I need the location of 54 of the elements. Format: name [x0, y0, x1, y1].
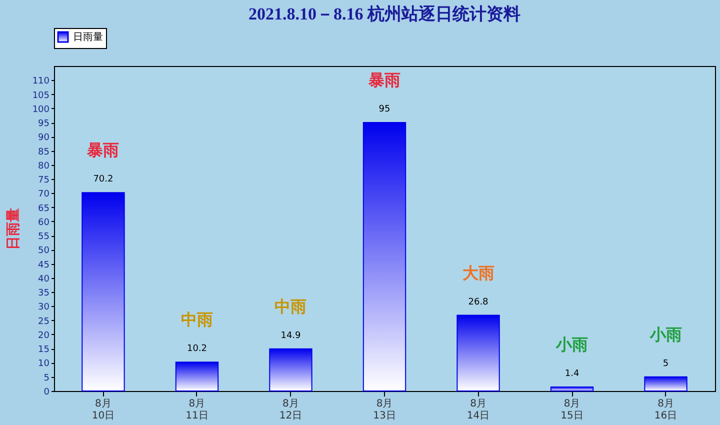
- y-tick-label: 55: [38, 232, 50, 242]
- x-tick-label: 8月 13日: [373, 398, 396, 422]
- y-tick-label: 90: [38, 133, 50, 144]
- data-label: 70.2: [93, 174, 114, 185]
- y-tick-label: 45: [38, 260, 50, 270]
- bar: [550, 386, 594, 392]
- annotation: 中雨: [180, 310, 213, 330]
- legend-label: 日雨量: [73, 32, 103, 43]
- bar: [82, 192, 125, 392]
- y-tick-label: 95: [38, 119, 50, 130]
- y-tick-label: 35: [38, 288, 50, 299]
- annotation: 暴雨: [86, 140, 120, 160]
- bar: [269, 348, 312, 392]
- bar: [644, 376, 688, 392]
- y-tick-label: 20: [38, 330, 50, 341]
- y-tick-label: 10: [38, 359, 50, 370]
- y-tick-label: 85: [38, 147, 50, 158]
- y-tick-label: 40: [38, 274, 50, 284]
- y-tick-label: 105: [32, 90, 50, 101]
- y-tick-label: 65: [38, 204, 50, 214]
- annotation: 暴雨: [368, 70, 400, 90]
- annotation: 小雨: [555, 335, 588, 354]
- data-label: 1.4: [564, 369, 580, 380]
- y-axis-title: 日雨量: [5, 208, 22, 250]
- y-tick-label: 60: [38, 218, 50, 228]
- x-tick-label: 8月 15日: [560, 398, 584, 422]
- y-tick-label: 75: [38, 176, 50, 186]
- data-label: 14.9: [280, 330, 302, 341]
- bar: [456, 314, 500, 392]
- y-tick-label: 30: [38, 302, 50, 313]
- data-label: 10.2: [186, 344, 208, 354]
- y-tick-label: 25: [38, 316, 50, 327]
- annotation: 中雨: [274, 296, 307, 316]
- y-tick-label: 100: [32, 104, 50, 115]
- y-tick-label: 5: [44, 373, 50, 384]
- bar: [175, 362, 219, 392]
- x-tick-label: 8月 14日: [466, 398, 490, 422]
- y-tick-label: 70: [38, 190, 50, 200]
- x-tick-label: 8月 11日: [186, 398, 208, 422]
- y-tick-label: 15: [38, 345, 50, 356]
- x-tick-label: 8月 12日: [279, 398, 302, 422]
- data-label: 5: [662, 358, 669, 369]
- chart-title: 2021.8.10－8.16 杭州站逐日统计资料: [248, 4, 520, 24]
- y-tick-label: 110: [32, 76, 50, 87]
- y-tick-label: 50: [38, 246, 50, 256]
- y-tick-label: 0: [44, 388, 50, 398]
- bar: [362, 122, 406, 392]
- data-label: 26.8: [468, 297, 489, 308]
- annotation: 大雨: [462, 263, 494, 282]
- x-tick-label: 8月 16日: [654, 398, 678, 422]
- data-label: 95: [378, 104, 390, 115]
- x-tick-label: 8月 10日: [92, 398, 115, 422]
- y-tick-label: 80: [38, 161, 50, 172]
- annotation: 小雨: [648, 324, 682, 344]
